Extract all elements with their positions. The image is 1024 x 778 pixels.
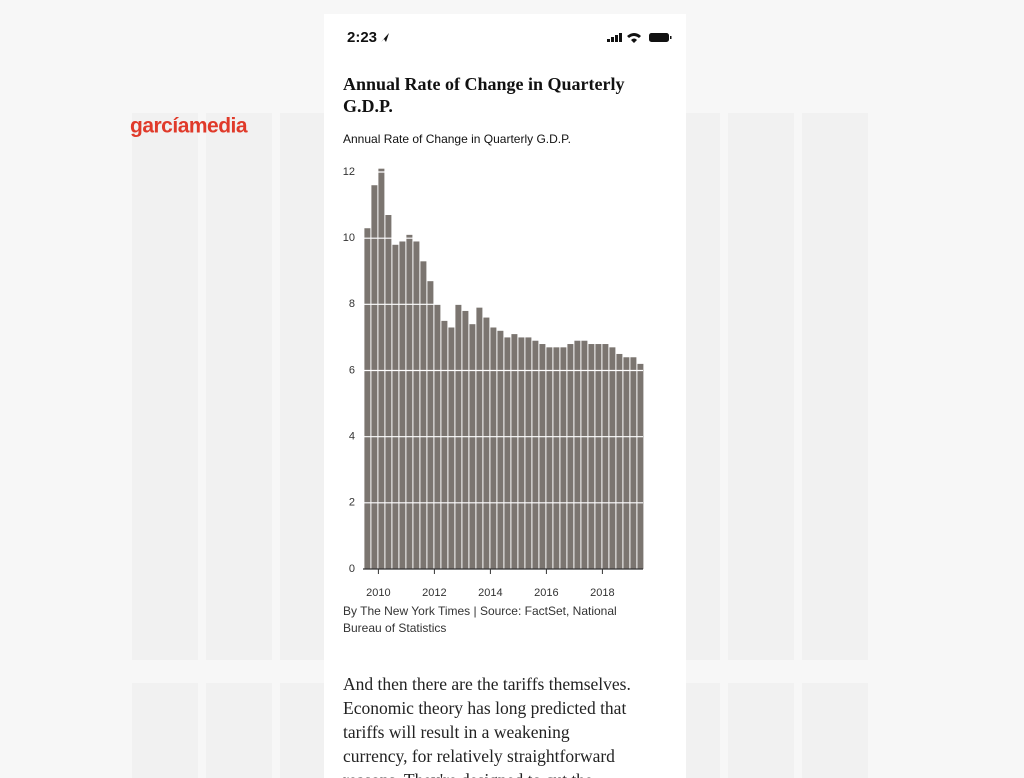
bar — [574, 340, 581, 569]
bar — [581, 340, 588, 569]
status-time: 2:23 — [347, 29, 377, 46]
chart-source: By The New York Times | Source: FactSet,… — [343, 604, 617, 618]
article: And then there are the tariffs themselve… — [343, 674, 631, 778]
bar — [588, 344, 595, 569]
bar — [441, 320, 448, 569]
bar — [511, 334, 518, 569]
y-tick-label: 2 — [349, 497, 355, 509]
bar — [637, 363, 644, 569]
bar — [518, 337, 525, 569]
x-tick-label: 2014 — [478, 587, 502, 599]
bar — [623, 357, 630, 569]
chart: 0 2 4 6 8 10 12 2010 2012 2014 2016 2018 — [343, 166, 644, 599]
bar — [413, 241, 420, 569]
bar — [427, 281, 434, 569]
bar — [490, 327, 497, 569]
bar — [364, 228, 371, 569]
bar — [462, 310, 469, 569]
bar — [504, 337, 511, 569]
bar — [630, 357, 637, 569]
battery-icon — [649, 33, 672, 42]
bar — [560, 347, 567, 569]
bar — [616, 353, 623, 569]
bar — [609, 347, 616, 569]
y-tick-label: 8 — [349, 298, 355, 310]
y-tick-label: 6 — [349, 364, 355, 376]
bar — [399, 241, 406, 569]
bar — [385, 215, 392, 569]
bar — [392, 244, 399, 570]
wifi-icon — [627, 33, 641, 43]
bar — [406, 234, 413, 569]
bar — [602, 344, 609, 569]
bar — [483, 317, 490, 569]
chart-title-line: Annual Rate of Change in Quarterly G.D.P. — [343, 74, 625, 116]
x-tick-label: 2012 — [422, 587, 446, 599]
x-tick-label: 2016 — [534, 587, 558, 599]
bar — [371, 185, 378, 569]
bar — [553, 347, 560, 569]
article-line: And then there are the tariffs themselve… — [343, 674, 631, 694]
bar — [525, 337, 532, 569]
location-icon — [381, 33, 389, 42]
x-tick-label: 2010 — [366, 587, 390, 599]
bar — [448, 327, 455, 569]
article-line: reasons. They're designed to cut the — [343, 770, 593, 778]
chart-source: Bureau of Statistics — [343, 621, 446, 635]
bar — [546, 347, 553, 569]
brand-logo: garcíamedia — [130, 115, 248, 138]
y-tick-label: 0 — [349, 563, 355, 575]
bar — [539, 344, 546, 569]
chart-subtitle: Annual Rate of Change in Quarterly G.D.P… — [343, 132, 571, 146]
signal-icon — [607, 33, 622, 42]
bar — [469, 324, 476, 569]
bar — [497, 330, 504, 569]
article-line: currency, for relatively straightforward — [343, 746, 615, 766]
bar — [532, 340, 539, 569]
y-tick-label: 4 — [349, 431, 355, 443]
article-line: Economic theory has long predicted that — [343, 698, 626, 718]
bar — [378, 168, 385, 570]
bar — [476, 307, 483, 569]
y-tick-label: 10 — [343, 232, 355, 244]
y-tick-label: 12 — [343, 166, 355, 178]
x-tick-label: 2018 — [590, 587, 614, 599]
background-columns — [132, 113, 868, 778]
article-line: tariffs will result in a weakening — [343, 722, 570, 742]
bar — [420, 261, 427, 569]
bar — [567, 344, 574, 569]
bar — [595, 344, 602, 569]
